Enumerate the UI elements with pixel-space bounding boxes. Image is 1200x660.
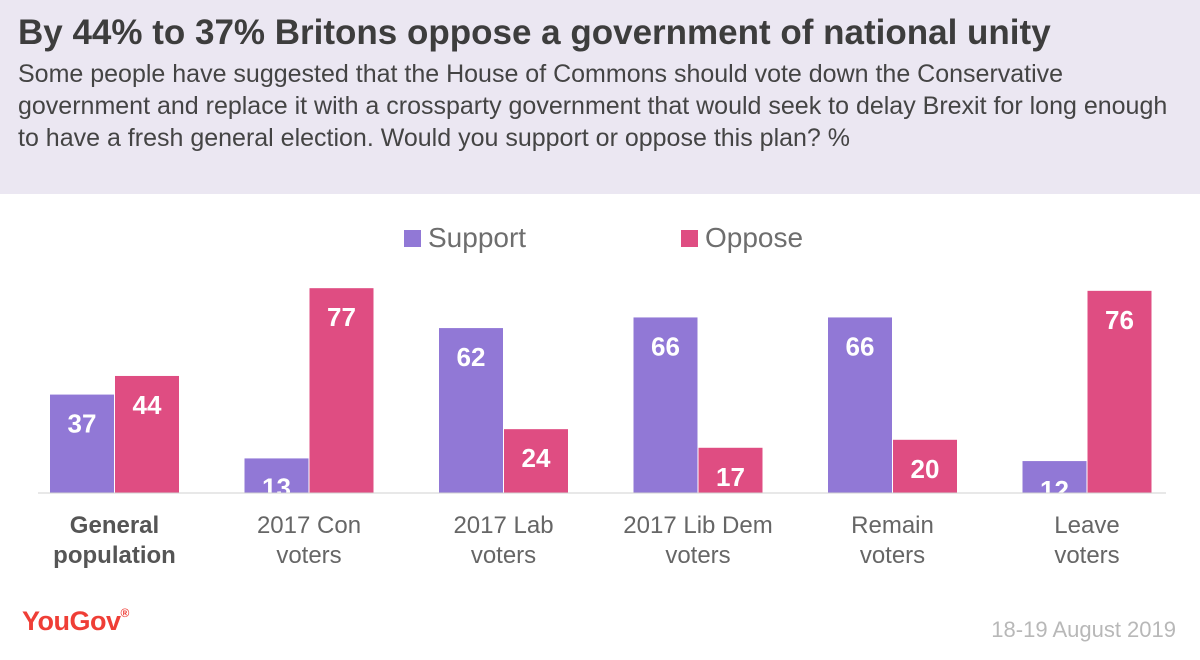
chart-subtitle: Some people have suggested that the Hous… bbox=[18, 60, 1168, 152]
data-label-support-3: 66 bbox=[651, 331, 680, 361]
bar-oppose-2 bbox=[504, 429, 568, 493]
bar-chart: Support Oppose 37 44 General population 13 77 20… bbox=[38, 222, 1166, 569]
category-label-5-line-1: voters bbox=[1054, 542, 1119, 569]
bar-oppose-3 bbox=[698, 447, 763, 493]
bar-support-3 bbox=[633, 317, 698, 493]
category-label-4-line-1: voters bbox=[860, 542, 925, 569]
legend-label-support: Support bbox=[428, 222, 526, 253]
header-banner: By 44% to 37% Britons oppose a governmen… bbox=[0, 0, 1200, 194]
category-label-5-line-0: Leave bbox=[1054, 512, 1119, 539]
data-label-oppose-5: 76 bbox=[1105, 305, 1134, 335]
survey-date: 18-19 August 2019 bbox=[991, 617, 1176, 642]
bar-oppose-0 bbox=[115, 375, 179, 493]
bar-support-2 bbox=[439, 328, 503, 493]
category-label-0-line-1: population bbox=[53, 542, 176, 569]
bar-oppose-1 bbox=[309, 288, 374, 493]
legend-swatch-support bbox=[404, 230, 421, 247]
category-label-4-line-0: Remain bbox=[851, 512, 934, 539]
category-label-3-line-0: 2017 Lib Dem bbox=[623, 512, 772, 539]
bar-support-0 bbox=[50, 394, 114, 493]
data-label-support-5: 12 bbox=[1040, 475, 1069, 505]
bar-oppose-5 bbox=[1087, 290, 1152, 493]
category-label-1-line-0: 2017 Con bbox=[257, 512, 361, 539]
data-label-support-1: 13 bbox=[262, 472, 291, 502]
category-label-1-line-1: voters bbox=[276, 542, 341, 569]
chart-title: By 44% to 37% Britons oppose a governmen… bbox=[18, 13, 1051, 52]
data-label-support-0: 37 bbox=[68, 409, 97, 439]
bar-support-4 bbox=[828, 317, 892, 493]
bar-support-5 bbox=[1022, 461, 1087, 493]
data-label-oppose-2: 24 bbox=[522, 443, 551, 473]
data-label-support-4: 66 bbox=[846, 331, 875, 361]
bar-support-1 bbox=[244, 458, 309, 493]
data-label-oppose-0: 44 bbox=[133, 390, 162, 420]
logo-mark: ® bbox=[120, 606, 130, 620]
data-label-oppose-4: 20 bbox=[911, 454, 940, 484]
yougov-logo: YouGov® bbox=[22, 606, 129, 637]
data-label-support-2: 62 bbox=[457, 342, 486, 372]
category-label-2-line-1: voters bbox=[471, 542, 536, 569]
logo-text: YouGov bbox=[22, 606, 121, 636]
data-label-oppose-3: 17 bbox=[716, 462, 745, 492]
legend-label-oppose: Oppose bbox=[705, 222, 803, 253]
category-label-2-line-0: 2017 Lab bbox=[453, 512, 553, 539]
data-label-oppose-1: 77 bbox=[327, 302, 356, 332]
bar-oppose-4 bbox=[893, 439, 957, 493]
legend-swatch-oppose bbox=[681, 230, 698, 247]
category-label-0-line-0: General bbox=[70, 512, 159, 539]
category-label-3-line-1: voters bbox=[665, 542, 730, 569]
